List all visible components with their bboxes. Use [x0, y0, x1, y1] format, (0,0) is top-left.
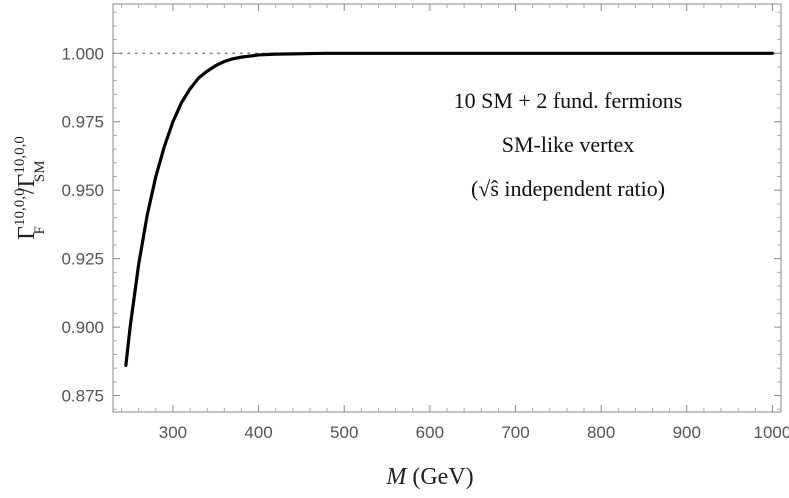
y-axis-ticks: 0.875 0.900 0.925 0.950 0.975 1.000	[61, 11, 781, 410]
y-tick-label: 0.900	[61, 318, 104, 337]
annotation-box: 10 SM + 2 fund. fermions SM-like vertex …	[454, 88, 683, 201]
y-tick-label: 0.950	[61, 181, 104, 200]
ratio-curve	[124, 51, 775, 368]
y-tick-label: 1.000	[61, 44, 104, 63]
x-tick-label: 900	[673, 423, 701, 442]
y-tick-label: 0.975	[61, 113, 104, 132]
x-tick-label: 600	[416, 423, 444, 442]
x-tick-label: 400	[244, 423, 272, 442]
svg-text:Γ10,0,0F/Γ10,0,0SM: Γ10,0,0F/Γ10,0,0 SM	[12, 136, 48, 240]
y-axis-label: Γ10,0,0F/Γ10,0,0 SM	[12, 136, 48, 240]
annotation-line-1: 10 SM + 2 fund. fermions	[454, 88, 683, 113]
plot-frame	[112, 3, 782, 413]
x-tick-label: 700	[501, 423, 529, 442]
x-tick-label: 500	[330, 423, 358, 442]
annotation-line-2: SM-like vertex	[502, 132, 635, 157]
y-tick-label: 0.875	[61, 387, 104, 406]
x-tick-label: 800	[587, 423, 615, 442]
annotation-line-3: (√ŝ independent ratio)	[471, 176, 665, 201]
x-axis-ticks: 300 400 500 600 700 800 900 1000	[121, 4, 789, 442]
y-tick-label: 0.925	[61, 250, 104, 269]
x-tick-label: 1000	[754, 423, 789, 442]
x-tick-label: 300	[159, 423, 187, 442]
x-axis-label: M (GeV)	[385, 464, 473, 490]
